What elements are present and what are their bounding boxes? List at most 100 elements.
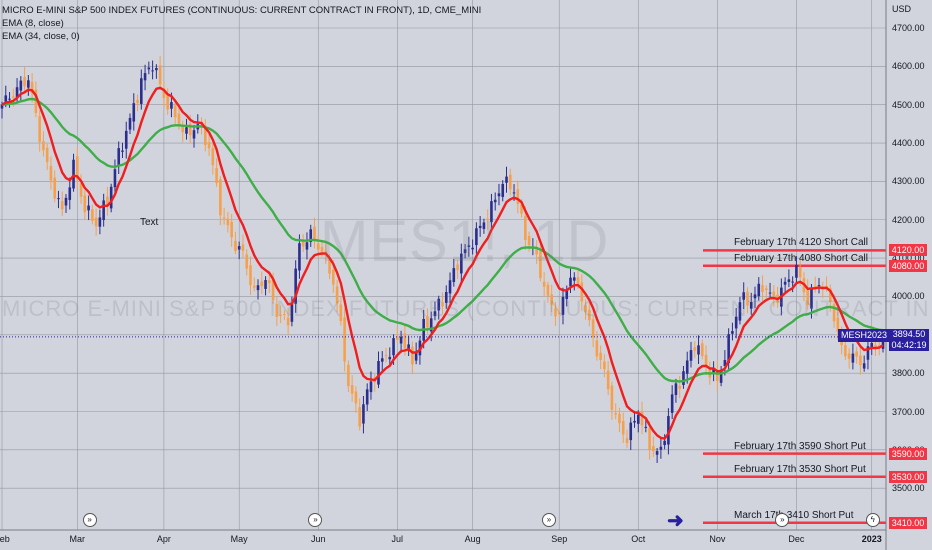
candle-body (241, 244, 245, 251)
x-tick-label: May (230, 534, 248, 544)
candle-body (877, 345, 881, 347)
candle-body (478, 225, 482, 228)
ema-slow-legend[interactable]: EMA (34, close, 0) (2, 31, 80, 42)
candle-body (188, 123, 192, 136)
candle-body (742, 292, 746, 300)
candle-body (682, 371, 685, 385)
x-tick-label: Oct (631, 534, 646, 544)
candle-body (298, 243, 301, 271)
candle-body (486, 218, 489, 221)
candle-body (45, 147, 49, 163)
candle-body (749, 301, 753, 309)
candle-body (565, 290, 569, 299)
candle-body (791, 281, 794, 283)
candle-body (113, 169, 117, 188)
candle-body (844, 345, 847, 357)
candle-body (102, 200, 105, 221)
candle-body (614, 413, 617, 415)
candle-body (121, 150, 124, 152)
ema-fast-legend[interactable]: EMA (8, close) (2, 18, 64, 29)
candle-body (294, 268, 297, 304)
candle-body (524, 216, 527, 240)
x-tick-label: 2023 (861, 534, 882, 544)
candle-body (727, 334, 730, 364)
candle-body (79, 183, 83, 197)
candle-body (870, 343, 874, 348)
candle-body (358, 407, 361, 427)
candle-body (162, 88, 166, 99)
candle-body (57, 198, 60, 200)
candle-body (109, 186, 113, 209)
dividend-icon[interactable]: » (775, 513, 790, 527)
candle-body (377, 361, 380, 385)
dividend-icon[interactable]: » (541, 513, 556, 527)
candle-body (305, 242, 309, 250)
level-label[interactable]: March 17th 3410 Short Put (734, 509, 854, 521)
candle-body (629, 422, 633, 441)
candle-body (369, 381, 373, 393)
candle-body (798, 267, 802, 278)
candle-body (719, 369, 723, 383)
level-label[interactable]: February 17th 3590 Short Put (734, 440, 866, 452)
candle-body (550, 294, 553, 305)
dividend-icon[interactable]: » (82, 513, 97, 527)
candle-body (862, 363, 866, 369)
candle-body (411, 346, 414, 365)
candle-body (539, 251, 542, 279)
dividend-icon[interactable]: » (308, 513, 323, 527)
arrow-annotation[interactable]: ➜ (667, 510, 684, 532)
level-label[interactable]: February 17th 4080 Short Call (734, 252, 868, 264)
candle-body (576, 277, 580, 286)
candle-body (644, 426, 648, 428)
candle-body (659, 446, 663, 450)
candle-body (264, 279, 267, 289)
last-price: 3894.50 (892, 329, 926, 339)
candle-body (215, 168, 218, 184)
candle-body (753, 294, 757, 299)
candle-body (757, 283, 761, 297)
ema-fast-line (1, 86, 884, 440)
candle-body (704, 354, 708, 366)
candle-body (463, 249, 467, 254)
candle-body (535, 247, 538, 255)
y-tick-label: 4100.00 (892, 253, 925, 264)
level-label[interactable]: February 17th 3530 Short Put (734, 463, 866, 475)
text-annotation[interactable]: Text (140, 217, 159, 228)
candle-body (580, 282, 584, 302)
candle-body (546, 284, 550, 296)
candle-body (621, 421, 625, 435)
candle-body (456, 264, 459, 271)
candle-body (768, 292, 772, 294)
candle-body (256, 285, 260, 291)
candle-body (738, 302, 742, 321)
name-watermark: MICRO E-MINI S&P 500 INDEX FUTURES (CONT… (2, 296, 932, 321)
candle-body (501, 184, 505, 197)
candle-body (204, 128, 207, 146)
candle-body (181, 126, 185, 133)
candle-body (362, 404, 365, 424)
candle-body (343, 317, 346, 362)
candle-body (396, 336, 399, 340)
candle-body (716, 369, 719, 381)
candle-body (821, 288, 825, 290)
candle-body (354, 391, 358, 404)
candle-body (328, 257, 331, 274)
ema-slow-line (1, 97, 884, 383)
lightning-icon[interactable]: ϟ (865, 513, 880, 527)
candle-body (542, 281, 546, 287)
chart-title[interactable]: MICRO E-MINI S&P 500 INDEX FUTURES (CONT… (2, 5, 482, 16)
candle-body (851, 353, 855, 363)
candle-body (490, 201, 493, 223)
chart-legend: MICRO E-MINI S&P 500 INDEX FUTURES (CONT… (2, 4, 481, 43)
candle-body (76, 156, 79, 180)
candle-body (772, 291, 776, 297)
level-label[interactable]: February 17th 4120 Short Call (734, 237, 868, 249)
candle-body (588, 309, 591, 321)
candle-body (429, 318, 433, 332)
x-tick-label: Feb (0, 534, 10, 544)
y-tick-label: 4400.00 (892, 138, 925, 149)
candle-body (640, 410, 644, 426)
candle-body (606, 370, 610, 390)
candle-body (723, 360, 727, 367)
